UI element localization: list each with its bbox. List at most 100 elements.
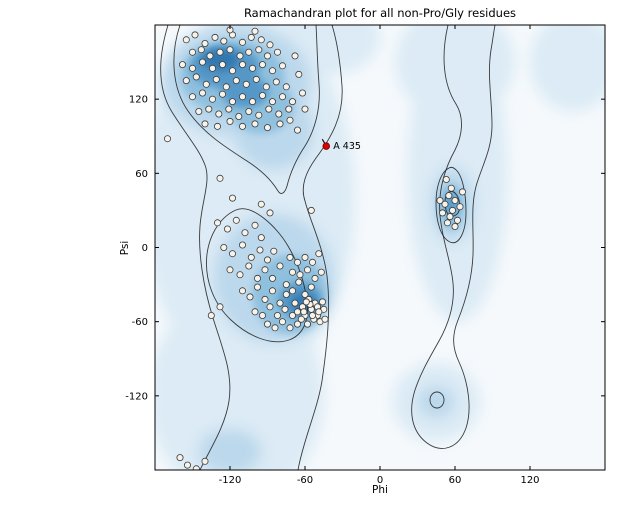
scatter-point (228, 194, 236, 202)
scatter-point (238, 61, 246, 69)
scatter-point (272, 78, 280, 86)
scatter-point (288, 311, 296, 319)
scatter-point (293, 126, 301, 134)
scatter-point (245, 262, 253, 270)
scatter-point (228, 98, 236, 106)
scatter-point (255, 111, 263, 119)
scatter-point (295, 70, 303, 78)
scatter-point (263, 124, 271, 132)
scatter-point (255, 46, 263, 54)
scatter-point (275, 110, 283, 118)
scatter-point (232, 77, 240, 85)
scatter-point (443, 219, 451, 227)
contour-beta-inner (173, 25, 320, 194)
scatter-point (451, 196, 459, 204)
scatter-point (232, 216, 240, 224)
scatter-point (301, 290, 309, 298)
scatter-point (258, 92, 266, 100)
scatter-point (318, 298, 326, 306)
scatter-point (285, 105, 293, 113)
density-blob (417, 385, 455, 419)
scatter-point (281, 305, 289, 313)
scatter-point (236, 52, 244, 60)
scatter-point (263, 256, 271, 264)
scatter-point (303, 320, 311, 328)
scatter-point (247, 253, 255, 261)
scatter-point (278, 318, 286, 326)
scatter-point (438, 209, 446, 217)
x-tick-label: 120 (520, 475, 539, 486)
scatter-point (296, 271, 304, 279)
scatter-point (178, 61, 186, 69)
scatter-point (201, 120, 209, 128)
scatter-point (291, 52, 299, 60)
scatter-point (262, 83, 270, 91)
scatter-point (212, 75, 220, 83)
scatter-point (301, 105, 309, 113)
scatter-point (448, 206, 456, 214)
scatter-point (276, 120, 284, 128)
scatter-point (226, 46, 234, 54)
scatter-point (251, 221, 259, 229)
scatter-point (238, 287, 246, 295)
tick-layer: -120 -60 0 60 120 -120 -60 0 60 120 (125, 25, 605, 486)
scatter-point (282, 83, 290, 91)
scatter-point (202, 80, 210, 88)
scatter-point (251, 308, 259, 316)
scatter-point (256, 246, 264, 254)
scatter-point (216, 303, 224, 311)
scatter-point (257, 200, 265, 208)
scatter-point (163, 135, 171, 143)
scatter-point (228, 250, 236, 258)
y-tick-label: -60 (132, 317, 148, 328)
scatter-point (248, 98, 256, 106)
chart-title: Ramachandran plot for all non-Pro/Gly re… (244, 6, 516, 20)
scatter-point (205, 105, 213, 113)
scatter-point (188, 64, 196, 72)
scatter-point (251, 27, 259, 35)
scatter-point (258, 311, 266, 319)
scatter-point (268, 67, 276, 75)
scatter-point (198, 89, 206, 97)
scatter-point (261, 266, 269, 274)
scatter-point (208, 95, 216, 103)
scatter-point (293, 320, 301, 328)
x-tick-label: -60 (297, 475, 313, 486)
scatter-point (191, 31, 199, 39)
scatter-point (223, 225, 231, 233)
scatter-point (266, 41, 274, 49)
scatter-point (195, 108, 203, 116)
scatter-point (245, 48, 253, 56)
scatter-point (188, 93, 196, 101)
scatter-point (263, 320, 271, 328)
scatter-point (265, 105, 273, 113)
scatter-point (182, 36, 190, 44)
scatter-point (315, 308, 323, 316)
scatter-point (268, 287, 276, 295)
x-tick-label: -120 (219, 475, 242, 486)
scatter-point (215, 110, 223, 118)
scatter-point (286, 116, 294, 124)
scatter-point (176, 454, 184, 462)
scatter-point (238, 122, 246, 130)
scatter-point (198, 58, 206, 66)
scatter-point (201, 457, 209, 465)
scatter-point (216, 48, 224, 56)
scatter-point (297, 315, 305, 323)
scatter-point (298, 89, 306, 97)
scatter-point (293, 258, 301, 266)
scatter-point (235, 113, 243, 121)
scatter-point (222, 83, 230, 91)
scatter-point (182, 77, 190, 85)
scatter-point (248, 64, 256, 72)
scatter-point (286, 253, 294, 261)
outlier-label: A 435 (333, 141, 361, 152)
scatter-point (252, 75, 260, 83)
scatter-point (238, 38, 246, 46)
x-tick-label: 60 (449, 475, 462, 486)
scatter-point (257, 36, 265, 44)
scatter-point (241, 229, 249, 237)
x-axis-label: Phi (372, 484, 388, 496)
